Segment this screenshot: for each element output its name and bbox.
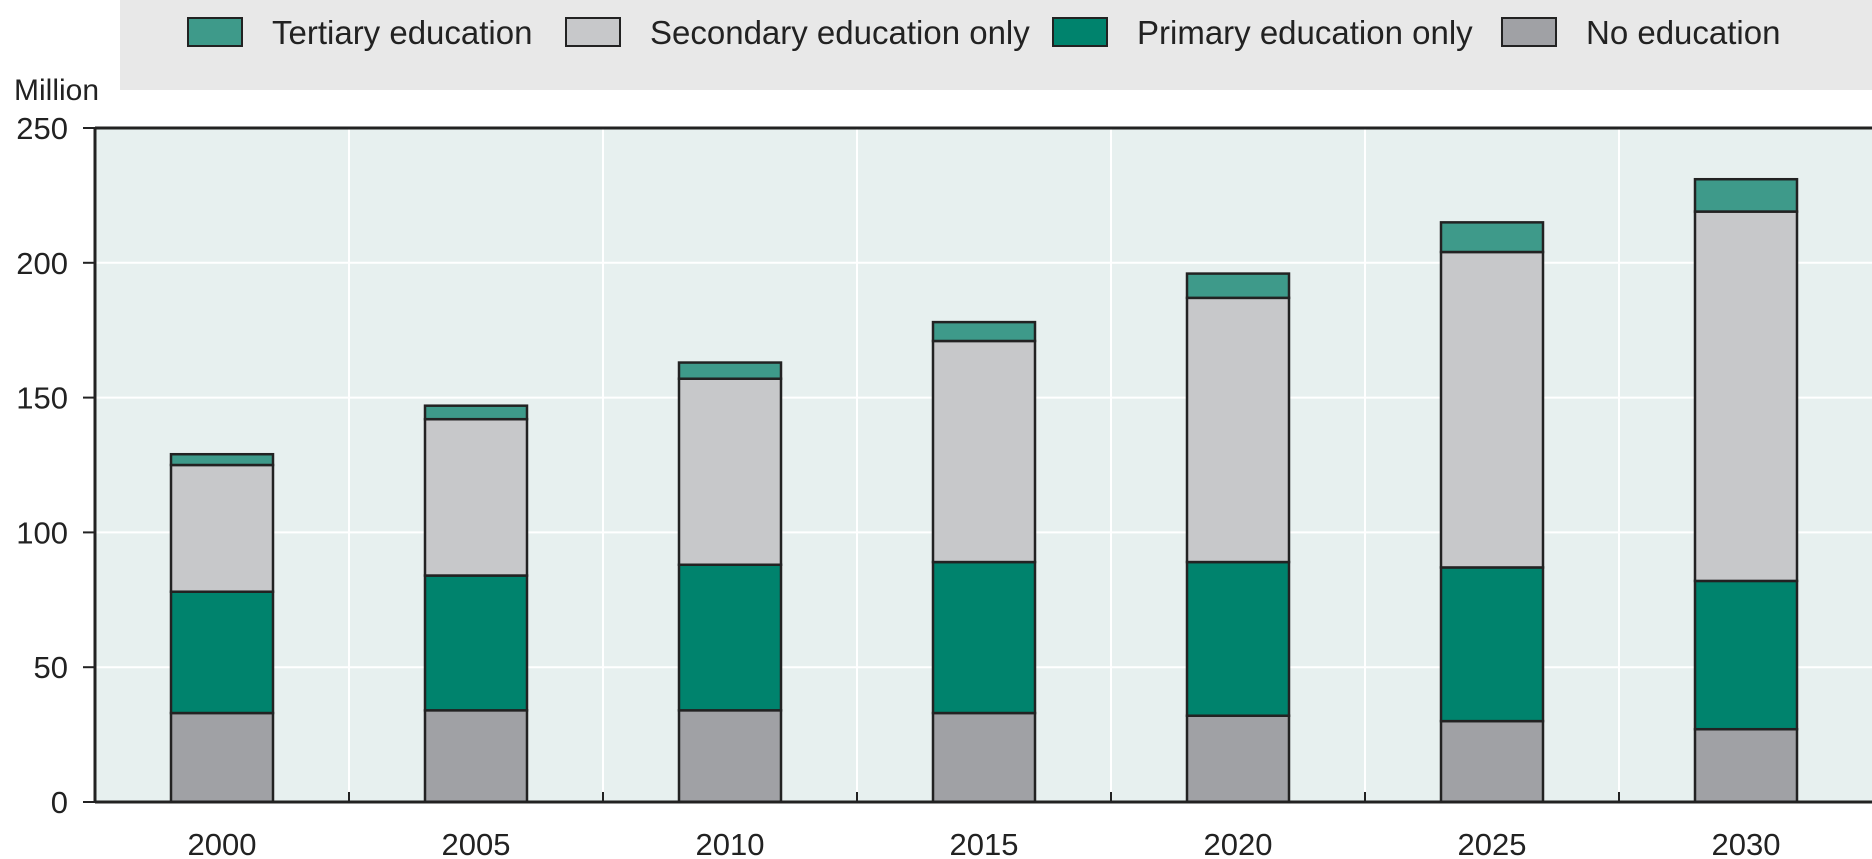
bar-segment bbox=[169, 452, 275, 467]
x-tick-label: 2005 bbox=[442, 827, 511, 859]
bar-segment bbox=[931, 560, 1037, 715]
bars bbox=[169, 177, 1799, 804]
legend-swatch bbox=[1501, 17, 1557, 47]
y-tick-label: 100 bbox=[16, 515, 68, 550]
axes bbox=[83, 126, 1872, 804]
bar-segment bbox=[1439, 250, 1545, 569]
bar-segment bbox=[1439, 566, 1545, 723]
bar-segment bbox=[677, 361, 783, 380]
bar-segment bbox=[1185, 296, 1291, 564]
bar-segment bbox=[1185, 714, 1291, 804]
bar-segment bbox=[931, 711, 1037, 804]
bar-segment bbox=[677, 377, 783, 567]
x-axis-ticks: 2000 2005 2010 2015 2020 2025 2030 bbox=[188, 827, 1781, 859]
x-tick-label: 2000 bbox=[188, 827, 257, 859]
x-tick-label: 2020 bbox=[1204, 827, 1273, 859]
bar-segment bbox=[423, 404, 529, 421]
bar-segment bbox=[1693, 579, 1799, 731]
bar-segment bbox=[423, 574, 529, 712]
legend-label: Tertiary education bbox=[272, 14, 532, 51]
bar-segment bbox=[169, 711, 275, 804]
x-tick-label: 2010 bbox=[696, 827, 765, 859]
bar-segment bbox=[1185, 560, 1291, 717]
bar-segment bbox=[1693, 177, 1799, 213]
bar-segment bbox=[677, 709, 783, 804]
bar-segment bbox=[169, 590, 275, 715]
bar-segment bbox=[1439, 719, 1545, 804]
legend-label: Primary education only bbox=[1137, 14, 1473, 51]
bar-segment bbox=[423, 417, 529, 577]
bar-segment bbox=[931, 320, 1037, 343]
x-tick-label: 2025 bbox=[1458, 827, 1527, 859]
legend-background bbox=[120, 0, 1872, 90]
legend-swatch bbox=[1052, 17, 1108, 47]
legend: Tertiary education Secondary education on… bbox=[187, 14, 1780, 51]
legend-swatch bbox=[187, 17, 243, 47]
bar-segment bbox=[1439, 221, 1545, 254]
bar-segment bbox=[1185, 272, 1291, 300]
legend-swatch bbox=[565, 17, 621, 47]
bar-segment bbox=[1693, 727, 1799, 804]
y-axis-unit-label: Million bbox=[14, 74, 99, 107]
y-tick-label: 250 bbox=[16, 111, 68, 146]
legend-label: No education bbox=[1586, 14, 1780, 51]
y-axis-ticks: 0 50 100 150 200 250 bbox=[16, 111, 68, 820]
bar-segment bbox=[169, 463, 275, 593]
bar-segment bbox=[931, 339, 1037, 564]
y-tick-label: 0 bbox=[51, 785, 68, 820]
y-tick-label: 200 bbox=[16, 246, 68, 281]
bar-segment bbox=[1693, 210, 1799, 583]
legend-label: Secondary education only bbox=[650, 14, 1030, 51]
x-tick-label: 2015 bbox=[950, 827, 1019, 859]
bar-segment bbox=[677, 563, 783, 712]
bar-segment bbox=[423, 709, 529, 804]
x-tick-label: 2030 bbox=[1712, 827, 1781, 859]
y-tick-label: 50 bbox=[34, 650, 68, 685]
y-tick-label: 150 bbox=[16, 381, 68, 416]
